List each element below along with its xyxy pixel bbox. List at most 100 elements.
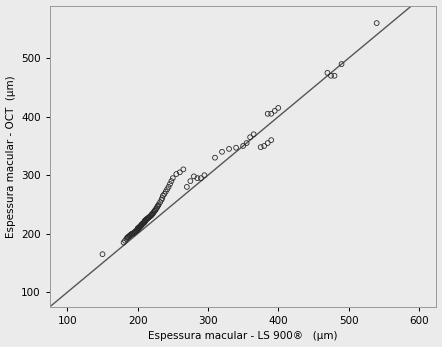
Point [261,143,268,149]
Point [271,108,278,113]
Point [142,218,149,223]
Point [373,20,380,26]
Point [141,219,148,224]
Point [133,228,140,234]
Point [140,220,147,226]
Point [152,208,159,213]
Point [165,184,172,190]
Point [147,213,154,219]
Point [331,73,338,78]
Point [124,235,131,240]
Point [134,226,141,232]
Point [142,218,149,223]
Point [268,111,275,117]
Point [324,70,331,76]
Point [264,140,271,146]
Point [268,137,275,143]
Point [173,171,180,177]
Point [128,231,135,237]
Point [198,175,205,181]
Point [264,111,271,117]
Point [162,189,169,194]
Point [187,178,194,184]
Point [161,191,168,197]
Point [122,238,129,244]
Point [131,229,138,235]
Point [137,222,145,228]
Point [126,233,133,238]
Point [168,178,175,184]
Point [169,175,176,181]
Point [137,223,144,229]
Point [328,73,335,78]
Y-axis label: Espessura macular - OCT  (μm): Espessura macular - OCT (μm) [6,75,15,237]
Point [136,225,143,231]
Point [126,233,133,239]
Point [135,225,142,231]
Point [149,211,156,216]
Point [136,225,143,230]
Point [143,216,150,222]
Point [150,209,157,215]
Point [135,226,142,231]
Point [132,229,139,234]
Point [149,211,156,217]
Point [138,222,145,228]
Point [99,252,106,257]
Point [152,206,160,212]
Point [145,214,152,220]
Point [143,216,150,222]
Point [191,174,198,179]
Point [243,140,250,146]
Point [138,222,145,227]
Point [275,105,282,111]
Point [137,223,145,228]
Point [194,175,201,181]
Point [141,220,148,226]
Point [129,231,136,237]
Point [129,231,136,237]
Point [247,134,254,140]
Point [143,217,150,222]
Point [141,220,148,226]
Point [218,149,225,155]
Point [134,227,141,232]
Point [146,214,153,220]
Point [134,227,141,232]
Point [151,208,158,214]
Point [211,155,218,160]
Point [136,224,143,229]
Point [133,227,141,233]
Point [232,145,240,151]
Point [139,221,146,227]
Point [140,220,147,226]
Point [123,236,130,242]
Point [338,61,345,67]
Point [176,170,183,175]
Point [130,230,137,235]
Point [183,184,191,190]
Point [155,203,162,209]
Point [160,193,167,198]
Point [136,225,143,230]
Point [125,234,132,239]
Point [225,146,232,152]
Point [143,217,150,222]
Point [164,186,171,192]
Point [127,232,134,238]
Point [137,223,144,229]
Point [250,132,257,137]
Point [158,197,165,203]
Point [148,212,155,217]
Point [120,240,127,245]
Point [130,230,137,236]
Point [153,205,160,211]
Point [156,200,164,205]
Point [257,144,264,150]
Point [201,172,208,178]
Point [240,143,247,149]
Point [145,215,152,221]
Point [155,202,162,207]
Point [139,221,146,227]
Point [134,226,141,231]
